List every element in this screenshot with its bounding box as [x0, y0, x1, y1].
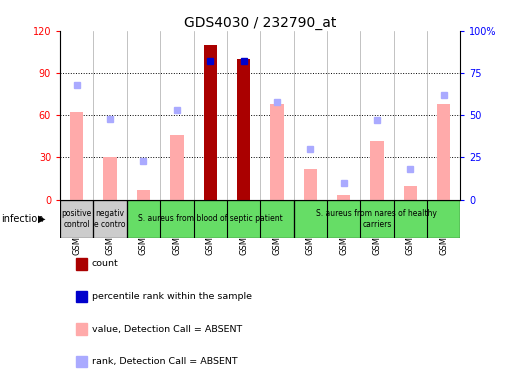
Bar — [70, 113, 84, 200]
Text: value, Detection Call = ABSENT: value, Detection Call = ABSENT — [92, 324, 242, 334]
Bar — [293, 200, 460, 238]
Bar — [170, 135, 184, 200]
Bar — [293, 200, 460, 238]
Bar — [203, 45, 217, 200]
Text: S. aureus from blood of septic patient: S. aureus from blood of septic patient — [138, 214, 282, 223]
Text: S. aureus from nares of healthy
carriers: S. aureus from nares of healthy carriers — [316, 209, 437, 228]
Text: infection: infection — [1, 214, 43, 224]
Bar — [127, 200, 293, 238]
Bar — [60, 200, 94, 238]
Bar — [137, 190, 150, 200]
Bar — [60, 200, 94, 238]
Bar — [94, 200, 127, 238]
Bar — [94, 200, 127, 238]
Text: percentile rank within the sample: percentile rank within the sample — [92, 292, 252, 301]
Bar — [237, 59, 250, 200]
Text: positive
control: positive control — [62, 209, 92, 228]
Bar — [337, 195, 350, 200]
Bar — [104, 157, 117, 200]
Text: count: count — [92, 259, 118, 268]
Text: ▶: ▶ — [38, 214, 45, 224]
Text: negativ
e contro: negativ e contro — [95, 209, 126, 228]
Bar — [270, 104, 283, 200]
Bar — [404, 185, 417, 200]
Text: rank, Detection Call = ABSENT: rank, Detection Call = ABSENT — [92, 357, 237, 366]
Title: GDS4030 / 232790_at: GDS4030 / 232790_at — [184, 16, 336, 30]
Bar — [370, 141, 383, 200]
Bar — [437, 104, 450, 200]
Bar — [303, 169, 317, 200]
Bar — [127, 200, 293, 238]
